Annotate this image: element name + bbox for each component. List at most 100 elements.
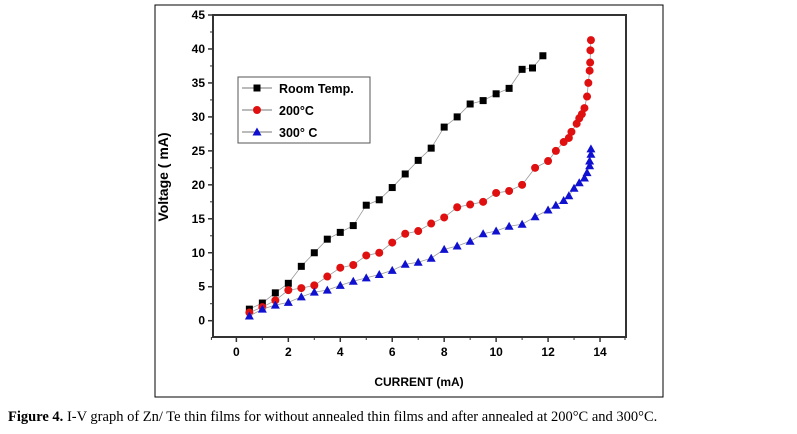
data-point bbox=[283, 297, 293, 306]
data-point bbox=[310, 249, 318, 257]
data-point bbox=[569, 183, 579, 192]
data-point bbox=[388, 238, 397, 247]
data-point bbox=[284, 286, 293, 295]
plot-area bbox=[212, 14, 627, 338]
data-point bbox=[551, 200, 561, 209]
data-point bbox=[479, 97, 487, 105]
data-point bbox=[585, 161, 595, 170]
x-tick-label: 10 bbox=[489, 345, 503, 359]
data-point bbox=[257, 304, 267, 313]
data-point bbox=[564, 133, 573, 142]
data-point bbox=[296, 292, 306, 301]
y-tick-label: 5 bbox=[198, 280, 205, 294]
y-tick-label: 15 bbox=[192, 212, 206, 226]
data-point bbox=[559, 195, 569, 204]
x-tick-label: 6 bbox=[389, 345, 396, 359]
data-point bbox=[427, 144, 435, 152]
x-tick-label: 2 bbox=[285, 345, 292, 359]
data-point bbox=[479, 197, 488, 206]
data-point bbox=[584, 78, 593, 87]
data-point bbox=[414, 227, 423, 236]
legend-label: 300° C bbox=[279, 126, 317, 140]
data-point bbox=[567, 127, 576, 136]
data-point bbox=[348, 276, 358, 285]
data-point bbox=[586, 46, 595, 55]
data-point bbox=[413, 257, 423, 266]
legend-marker bbox=[252, 127, 262, 136]
data-point bbox=[414, 156, 422, 164]
caption-text: I-V graph of Zn/ Te thin films for witho… bbox=[63, 409, 658, 425]
data-point bbox=[518, 180, 527, 189]
legend-label: 200°C bbox=[279, 104, 314, 118]
y-tick-label: 10 bbox=[192, 246, 206, 260]
y-tick-label: 30 bbox=[192, 110, 206, 124]
legend-marker bbox=[253, 84, 261, 92]
data-point bbox=[530, 212, 540, 221]
y-tick-label: 20 bbox=[192, 178, 206, 192]
y-tick-label: 0 bbox=[198, 314, 205, 328]
data-point bbox=[582, 168, 592, 177]
data-point bbox=[309, 287, 319, 296]
data-point bbox=[478, 229, 488, 238]
data-point bbox=[504, 221, 514, 230]
data-point bbox=[551, 146, 560, 155]
data-point bbox=[439, 244, 449, 253]
x-axis-label: CURRENT (mA) bbox=[374, 375, 463, 389]
data-point bbox=[492, 90, 500, 98]
series-2 bbox=[244, 144, 596, 320]
x-tick-label: 0 bbox=[233, 345, 240, 359]
data-point bbox=[297, 262, 305, 270]
y-tick-label: 45 bbox=[192, 8, 206, 22]
data-point bbox=[586, 149, 596, 158]
data-point bbox=[531, 163, 540, 172]
data-point bbox=[401, 170, 409, 178]
data-point bbox=[440, 213, 449, 222]
data-point bbox=[580, 104, 589, 113]
data-point bbox=[586, 36, 595, 45]
data-point bbox=[574, 178, 584, 187]
data-point bbox=[586, 144, 596, 153]
data-point bbox=[577, 110, 586, 119]
data-point bbox=[375, 248, 384, 257]
data-point bbox=[361, 273, 371, 282]
x-tick-label: 4 bbox=[337, 345, 344, 359]
data-point bbox=[375, 196, 383, 204]
data-point bbox=[466, 100, 474, 108]
y-tick-label: 35 bbox=[192, 76, 206, 90]
data-point bbox=[270, 300, 280, 309]
x-tick-label: 14 bbox=[593, 345, 607, 359]
data-point bbox=[400, 259, 410, 268]
data-point bbox=[310, 281, 319, 290]
legend-label: Room Temp. bbox=[279, 82, 354, 96]
data-point bbox=[323, 235, 331, 243]
data-point bbox=[374, 270, 384, 279]
data-point bbox=[401, 229, 410, 238]
data-point bbox=[505, 84, 513, 92]
figure-caption: Figure 4. I-V graph of Zn/ Te thin films… bbox=[8, 409, 657, 426]
data-point bbox=[491, 226, 501, 235]
data-point bbox=[336, 263, 345, 272]
data-point bbox=[453, 203, 462, 212]
data-point bbox=[564, 191, 574, 200]
data-point bbox=[579, 173, 589, 182]
y-tick-label: 40 bbox=[192, 42, 206, 56]
data-point bbox=[585, 156, 595, 165]
data-point bbox=[585, 66, 594, 75]
data-point bbox=[465, 236, 475, 245]
series-0 bbox=[245, 52, 547, 313]
data-point bbox=[335, 280, 345, 289]
data-point bbox=[362, 251, 371, 260]
data-point bbox=[426, 253, 436, 262]
legend-marker bbox=[253, 106, 261, 114]
data-point bbox=[452, 241, 462, 250]
data-point bbox=[387, 265, 397, 274]
figure-border bbox=[154, 4, 664, 398]
data-point bbox=[544, 157, 553, 166]
x-tick-label: 12 bbox=[541, 345, 555, 359]
data-point bbox=[271, 289, 279, 297]
data-point bbox=[440, 123, 448, 131]
data-point bbox=[539, 52, 547, 60]
caption-label: Figure 4. bbox=[8, 409, 64, 425]
data-point bbox=[517, 219, 527, 228]
